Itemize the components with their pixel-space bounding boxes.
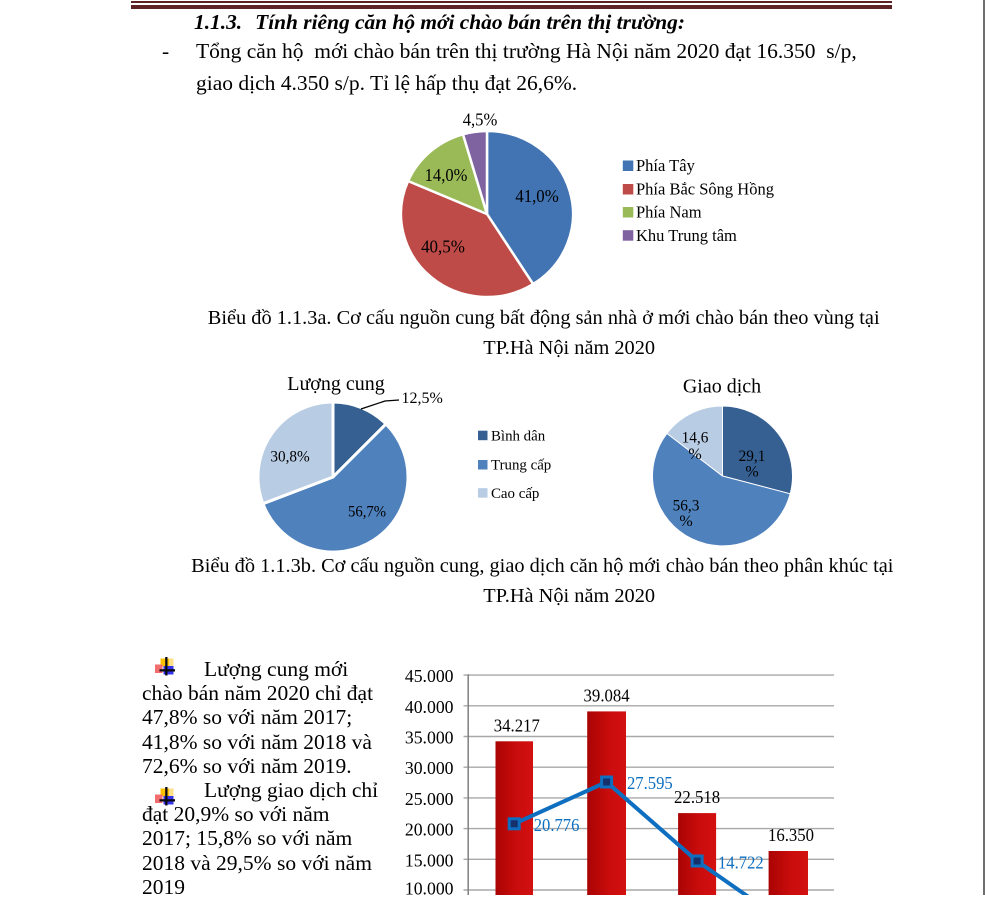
svg-text:Khu Trung tâm: Khu Trung tâm	[636, 226, 737, 245]
svg-text:Phía Bắc Sông Hồng: Phía Bắc Sông Hồng	[636, 180, 774, 199]
svg-text:Giao dịch: Giao dịch	[683, 376, 761, 398]
svg-text:%: %	[679, 513, 692, 530]
svg-text:22.518: 22.518	[674, 786, 720, 807]
svg-text:16.350: 16.350	[768, 824, 814, 845]
svg-text:14.722: 14.722	[718, 852, 764, 873]
svg-text:10.000: 10.000	[405, 879, 454, 896]
svg-text:39.084: 39.084	[584, 685, 630, 706]
svg-text:30,8%: 30,8%	[270, 448, 309, 465]
svg-text:40.000: 40.000	[405, 697, 454, 717]
svg-text:14,6: 14,6	[682, 429, 709, 446]
svg-text:20.000: 20.000	[405, 820, 454, 840]
svg-text:15.000: 15.000	[405, 850, 454, 870]
svg-text:40,5%: 40,5%	[421, 236, 465, 257]
svg-text:%: %	[688, 446, 701, 463]
svg-text:35.000: 35.000	[405, 728, 454, 748]
svg-text:Cao cấp: Cao cấp	[491, 486, 539, 502]
svg-text:45.000: 45.000	[405, 666, 454, 686]
svg-text:25.000: 25.000	[405, 789, 454, 809]
svg-text:41,0%: 41,0%	[515, 185, 558, 206]
svg-text:56,3: 56,3	[673, 497, 700, 514]
svg-text:56,7%: 56,7%	[348, 503, 386, 521]
svg-text:Phía Tây: Phía Tây	[636, 156, 696, 175]
svg-text:29,1: 29,1	[739, 448, 766, 465]
svg-text:20.776: 20.776	[534, 814, 580, 835]
svg-text:Trung cấp: Trung cấp	[491, 458, 551, 474]
svg-text:27.595: 27.595	[627, 772, 673, 793]
svg-text:14,0%: 14,0%	[425, 165, 468, 185]
svg-text:12,5%: 12,5%	[402, 390, 443, 407]
svg-text:Phía Nam: Phía Nam	[636, 203, 702, 222]
svg-text:34.217: 34.217	[494, 715, 540, 736]
svg-text:30.000: 30.000	[405, 758, 454, 778]
svg-text:Lượng cung: Lượng cung	[287, 373, 385, 395]
svg-text:%: %	[745, 463, 758, 480]
svg-text:4,5%: 4,5%	[463, 110, 498, 130]
svg-text:Bình dân: Bình dân	[491, 428, 546, 444]
